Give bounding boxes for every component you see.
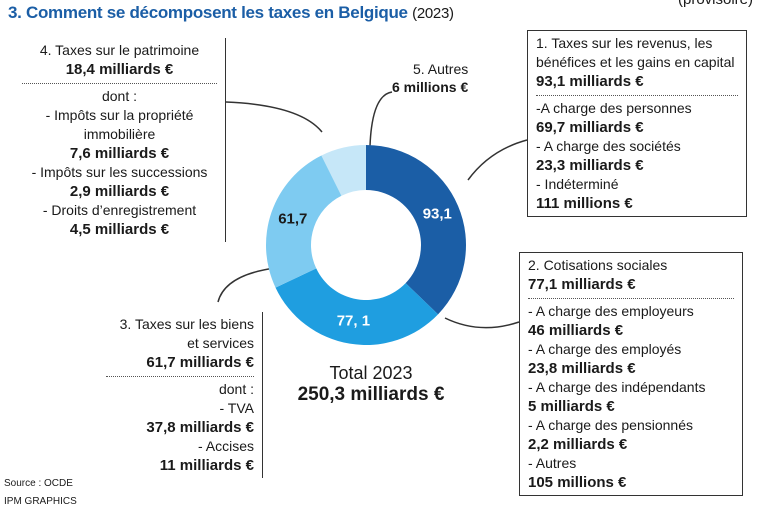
separator xyxy=(528,298,734,299)
box-intro: dont : xyxy=(101,88,138,104)
connectors xyxy=(217,91,528,329)
item-label: - A charge des employeurs xyxy=(528,303,694,319)
item-label: -A charge des personnes xyxy=(536,100,692,116)
total-amount: 250,3 milliards € xyxy=(297,384,445,405)
donut-slice xyxy=(321,145,366,196)
separator xyxy=(106,376,254,377)
donut-slice xyxy=(275,268,439,345)
box-title: 1. Taxes sur les revenus, les bénéfices … xyxy=(536,35,735,70)
category-box: 2. Cotisations sociales 77,1 milliards € -… xyxy=(519,252,743,496)
item-label: - Autres xyxy=(528,455,577,471)
box-amount: 93,1 milliards € xyxy=(536,73,644,90)
box-title: 3. Taxes sur les biens et services xyxy=(119,316,254,351)
credit: IPM GRAPHICS xyxy=(4,496,77,507)
donut-slice xyxy=(266,155,342,288)
item-amount: 111 millions € xyxy=(536,195,633,212)
total: Total 2023 250,3 milliards € xyxy=(286,362,456,406)
title-text: 3. Comment se décomposent les taxes en B… xyxy=(8,3,408,22)
item-label: - A charge des pensionnés xyxy=(528,417,694,433)
total-label: Total 2023 xyxy=(329,363,413,383)
item-label: - Impôts sur la propriété immobilière xyxy=(45,107,194,142)
connector xyxy=(369,91,393,147)
title: 3. Comment se décomposent les taxes en B… xyxy=(8,3,454,23)
donut-slice xyxy=(366,145,466,315)
slice-label: 93,1 xyxy=(423,206,452,223)
item-label: - A charge des employés xyxy=(528,341,682,357)
item-amount: 105 millions € xyxy=(528,474,627,491)
item-amount: 46 milliards € xyxy=(528,322,624,339)
connector xyxy=(444,317,520,329)
category-box: 1. Taxes sur les revenus, les bénéfices … xyxy=(527,30,747,217)
other-amount: 6 millions € xyxy=(392,79,469,95)
item-amount: 4,5 milliards € xyxy=(69,221,170,238)
slice-label: 61,7 xyxy=(278,211,307,228)
year: (2023) xyxy=(412,5,454,22)
separator xyxy=(536,95,738,96)
item-label: - Indéterminé xyxy=(536,176,619,192)
item-label: - Accises xyxy=(197,438,254,454)
other-title: 5. Autres xyxy=(412,61,469,77)
category-box: 3. Taxes sur les biens et services 61,7 m… xyxy=(98,312,263,478)
item-label: - A charge des indépendants xyxy=(528,379,706,395)
item-amount: 7,6 milliards € xyxy=(69,145,170,162)
box-amount: 77,1 milliards € xyxy=(528,276,636,293)
other-label: 5. Autres 6 millions € xyxy=(392,60,468,96)
box-amount: 18,4 milliards € xyxy=(65,61,174,78)
source: Source : OCDE xyxy=(4,478,73,489)
slice-label: 77, 1 xyxy=(337,312,370,329)
item-amount: 11 milliards € xyxy=(159,457,254,474)
item-label: - A charge des sociétés xyxy=(536,138,681,154)
separator xyxy=(22,83,217,84)
item-amount: 23,8 milliards € xyxy=(528,360,636,377)
item-label: - TVA xyxy=(219,400,255,416)
connector xyxy=(217,267,276,303)
box-intro: dont : xyxy=(218,381,254,397)
item-amount: 2,2 milliards € xyxy=(528,436,628,453)
item-amount: 2,9 milliards € xyxy=(69,183,170,200)
box-title: 2. Cotisations sociales xyxy=(528,257,668,273)
item-amount: 69,7 milliards € xyxy=(536,119,644,136)
connector xyxy=(467,139,528,181)
item-amount: 37,8 milliards € xyxy=(146,419,254,436)
note: (provisoire) xyxy=(678,0,753,8)
item-amount: 23,3 milliards € xyxy=(536,157,644,174)
box-title: 4. Taxes sur le patrimoine xyxy=(39,42,200,58)
category-box: 4. Taxes sur le patrimoine 18,4 milliards… xyxy=(14,38,226,242)
item-amount: 5 milliards € xyxy=(528,398,615,415)
box-amount: 61,7 milliards € xyxy=(146,354,254,371)
connector xyxy=(225,101,323,133)
item-label: - Droits d’enregistrement xyxy=(42,202,197,218)
item-label: - Impôts sur les successions xyxy=(31,164,208,180)
